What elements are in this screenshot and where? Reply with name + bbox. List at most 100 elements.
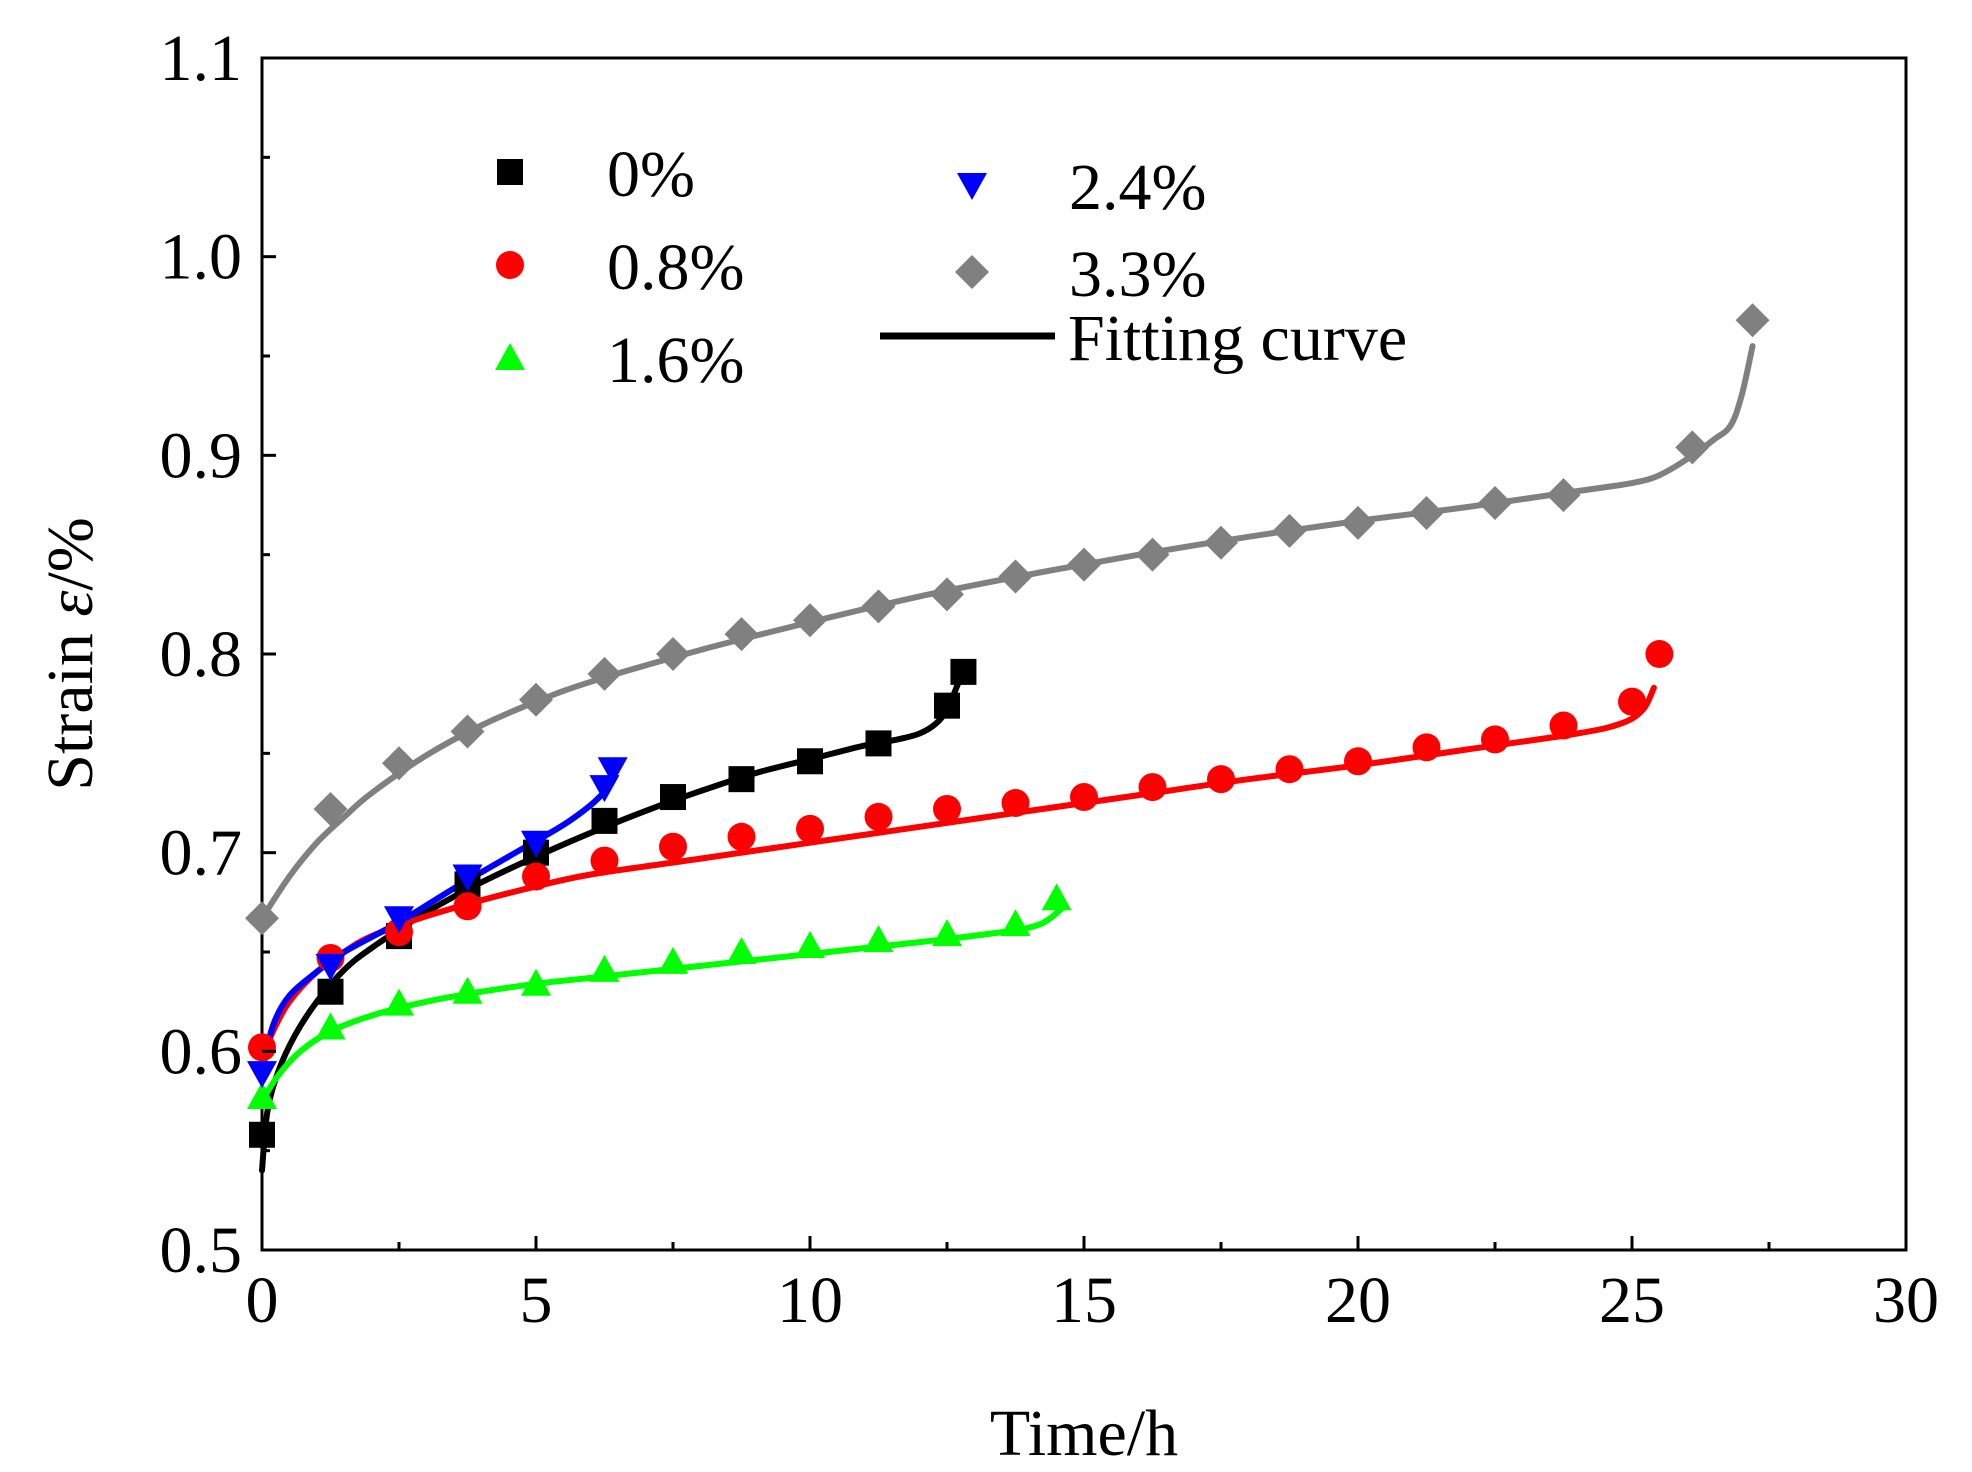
axis-ticks: 0 5 10 15 20 25 30 0.5 0.6 0.7 0.8 0.9 1.0 1.1 xyxy=(160,22,1940,1337)
fit-curve-1.6% xyxy=(259,905,1066,1104)
data-point-1.6% xyxy=(1000,909,1031,937)
data-point-3.3% xyxy=(930,577,964,612)
data-point-1.6% xyxy=(247,1082,277,1110)
x-axis-title: Time/h xyxy=(990,1397,1178,1470)
data-point-0.8% xyxy=(727,822,756,851)
legend-marker-3.3% xyxy=(955,255,989,289)
x-tick-label: 25 xyxy=(1599,1264,1665,1337)
x-tick-label: 15 xyxy=(1051,1264,1117,1337)
y-tick-label: 0.6 xyxy=(160,1015,243,1088)
data-point-2.4% xyxy=(597,757,628,785)
data-point-0.8% xyxy=(453,892,482,921)
data-point-3.3% xyxy=(1135,537,1170,572)
data-point-3.3% xyxy=(1735,303,1770,338)
data-point-1.6% xyxy=(384,988,414,1016)
data-point-0.8% xyxy=(659,832,687,861)
data-point-0% xyxy=(797,748,823,775)
data-point-0% xyxy=(249,1121,275,1148)
data-point-3.3% xyxy=(245,901,279,936)
data-point-0.8% xyxy=(1412,733,1441,762)
data-point-1.6% xyxy=(932,919,962,947)
data-point-1.6% xyxy=(795,931,825,959)
data-point-0% xyxy=(865,730,892,757)
legend-label-0%: 0% xyxy=(607,138,695,211)
data-point-1.6% xyxy=(315,1012,346,1040)
data-point-3.3% xyxy=(1409,495,1444,530)
data-point-0.8% xyxy=(1618,687,1646,716)
data-point-0.8% xyxy=(1001,789,1030,817)
fit-curve-2.4% xyxy=(259,786,611,1075)
data-point-0.8% xyxy=(1645,640,1674,668)
data-point-1.6% xyxy=(863,925,894,953)
y-tick-label: 0.8 xyxy=(160,618,243,691)
y-axis-title-symbol: ε xyxy=(34,591,107,617)
data-point-0% xyxy=(728,766,755,793)
data-point-3.3% xyxy=(724,617,759,652)
data-point-3.3% xyxy=(656,637,690,671)
legend-marker-0% xyxy=(497,159,523,185)
legend-label-0.8%: 0.8% xyxy=(607,231,744,304)
data-point-1.6% xyxy=(658,946,688,974)
data-point-2.4% xyxy=(452,864,483,892)
data-point-0.8% xyxy=(1070,783,1098,812)
legend-marker-1.6% xyxy=(495,343,525,370)
data-point-0.8% xyxy=(1481,725,1509,754)
data-point-0.8% xyxy=(590,846,619,875)
legend-marker-2.4% xyxy=(957,173,987,200)
x-tick-label: 20 xyxy=(1325,1264,1391,1337)
x-tick-label: 10 xyxy=(777,1264,843,1337)
data-point-3.3% xyxy=(1478,486,1512,521)
data-point-0% xyxy=(934,692,960,719)
y-axis-title-suffix: /% xyxy=(34,517,107,590)
legend-label-3.3%: 3.3% xyxy=(1069,238,1206,311)
data-point-3.3% xyxy=(1272,513,1307,548)
data-point-1.6% xyxy=(452,976,483,1004)
data-point-3.3% xyxy=(793,603,827,638)
data-point-0.8% xyxy=(522,862,550,891)
data-point-2.4% xyxy=(247,1061,277,1089)
y-axis-title-prefix: Strain xyxy=(34,617,107,791)
data-point-3.3% xyxy=(1204,525,1238,560)
data-point-0.8% xyxy=(1549,711,1578,740)
data-point-1.6% xyxy=(726,937,757,964)
legend-label-1.6%: 1.6% xyxy=(607,324,744,397)
data-point-0% xyxy=(950,658,977,685)
data-point-0% xyxy=(660,784,686,811)
data-point-0.8% xyxy=(1138,773,1167,802)
legend-label-2.4%: 2.4% xyxy=(1069,151,1206,224)
x-tick-label: 30 xyxy=(1873,1264,1939,1337)
data-point-3.3% xyxy=(1675,430,1710,465)
data-point-0.8% xyxy=(796,814,824,843)
y-axis-title: Strain ε/% xyxy=(34,517,107,791)
fitting-curves xyxy=(259,343,1756,1174)
data-point-2.4% xyxy=(521,830,551,858)
data-point-3.3% xyxy=(861,589,896,624)
y-tick-label: 0.9 xyxy=(160,419,243,492)
legend-marker-0.8% xyxy=(496,251,524,279)
data-point-1.6% xyxy=(521,968,551,996)
x-tick-label: 5 xyxy=(520,1264,553,1337)
data-point-1.6% xyxy=(1041,883,1072,911)
data-point-3.3% xyxy=(1067,547,1101,582)
data-point-0.8% xyxy=(864,802,893,831)
data-point-3.3% xyxy=(998,559,1033,594)
data-point-0.8% xyxy=(1275,755,1304,784)
x-tick-label: 0 xyxy=(246,1264,279,1337)
data-point-3.3% xyxy=(587,656,622,691)
fit-curve-3.3% xyxy=(259,343,1756,922)
legend-label-fitting-curve: Fitting curve xyxy=(1068,302,1407,375)
data-point-0.8% xyxy=(248,1033,276,1062)
y-tick-label: 1.1 xyxy=(160,22,243,95)
y-tick-label: 0.5 xyxy=(160,1214,243,1287)
y-tick-label: 0.7 xyxy=(160,817,243,890)
data-point-3.3% xyxy=(1546,478,1581,513)
data-point-0% xyxy=(317,978,344,1005)
data-markers xyxy=(245,303,1770,1148)
data-point-3.3% xyxy=(313,791,348,826)
data-point-3.3% xyxy=(519,682,553,717)
data-point-0.8% xyxy=(1207,765,1235,794)
data-point-3.3% xyxy=(1341,505,1375,540)
data-point-0.8% xyxy=(1344,747,1372,776)
legend: 0% 0.8% 1.6% 2.4% 3.3%Fitting curve xyxy=(495,138,1407,397)
data-point-2.4% xyxy=(384,906,414,934)
